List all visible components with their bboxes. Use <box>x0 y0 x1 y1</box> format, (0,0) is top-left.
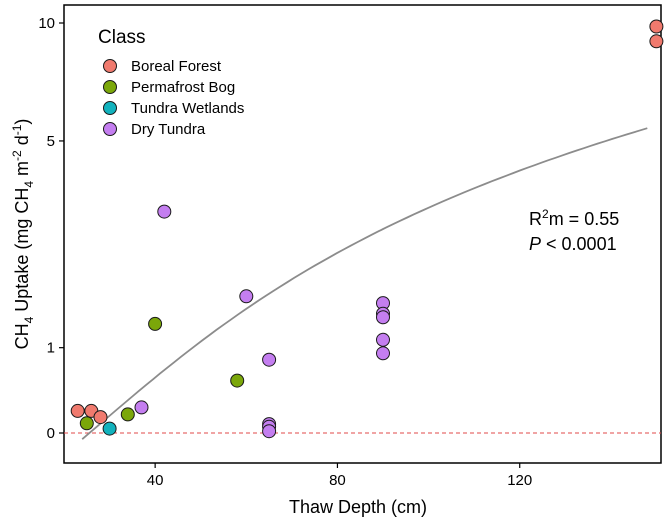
legend-key-permafrost-bog <box>103 80 117 94</box>
data-point-dry-tundra <box>157 204 172 219</box>
legend: Class Boreal Forest Permafrost Bog Tundra … <box>98 27 244 138</box>
y-tick-label: 1 <box>47 340 55 357</box>
plot-panel <box>63 4 662 464</box>
data-point-dry-tundra <box>376 310 390 325</box>
data-point-boreal-forest <box>649 34 664 49</box>
x-tick-label: 40 <box>147 472 164 489</box>
data-point-dry-tundra <box>376 346 390 361</box>
stats-annotation: R2m = 0.55 P < 0.0001 <box>529 207 619 254</box>
trend-line-layer <box>81 127 648 440</box>
x-tick-label: 120 <box>507 472 532 489</box>
data-point-tundra-wetlands <box>102 421 117 436</box>
legend-label-dry-tundra: Dry Tundra <box>131 121 206 138</box>
x-tick-label: 80 <box>329 472 346 489</box>
legend-key-boreal-forest <box>103 59 117 73</box>
data-point-dry-tundra <box>239 289 254 304</box>
x-axis-title: Thaw Depth (cm) <box>289 497 427 517</box>
data-point-boreal-forest <box>70 403 85 418</box>
data-point-dry-tundra <box>134 400 149 415</box>
data-point-boreal-forest <box>649 19 664 34</box>
data-point-permafrost-bog <box>230 373 245 388</box>
data-point-dry-tundra <box>262 352 277 367</box>
x-axis: 40 80 120 <box>147 463 532 489</box>
data-point-permafrost-bog <box>120 407 135 422</box>
legend-label-permafrost-bog: Permafrost Bog <box>131 79 235 96</box>
y-tick-label: 5 <box>47 133 55 150</box>
data-point-permafrost-bog <box>79 416 94 431</box>
points-layer <box>70 19 664 439</box>
data-point-permafrost-bog <box>148 316 163 331</box>
legend-entries: Boreal Forest Permafrost Bog Tundra Wetlan… <box>103 58 244 138</box>
legend-label-boreal-forest: Boreal Forest <box>131 58 222 75</box>
data-point-dry-tundra <box>262 424 277 439</box>
y-tick-label: 10 <box>38 15 55 32</box>
trend-line <box>81 127 648 440</box>
legend-key-dry-tundra <box>103 122 117 136</box>
r2-annotation: R2m = 0.55 <box>529 207 619 229</box>
y-axis-title: CH4 Uptake (mg CH4 m-2 d-1) <box>10 119 36 350</box>
legend-label-tundra-wetlands: Tundra Wetlands <box>131 100 244 117</box>
y-tick-label: 0 <box>47 425 55 442</box>
legend-key-tundra-wetlands <box>103 101 117 115</box>
data-point-boreal-forest <box>93 410 108 425</box>
data-point-dry-tundra <box>376 332 390 347</box>
y-axis: 0 1 5 10 <box>38 15 64 442</box>
legend-title: Class <box>98 27 146 48</box>
p-value-annotation: P < 0.0001 <box>529 234 617 254</box>
